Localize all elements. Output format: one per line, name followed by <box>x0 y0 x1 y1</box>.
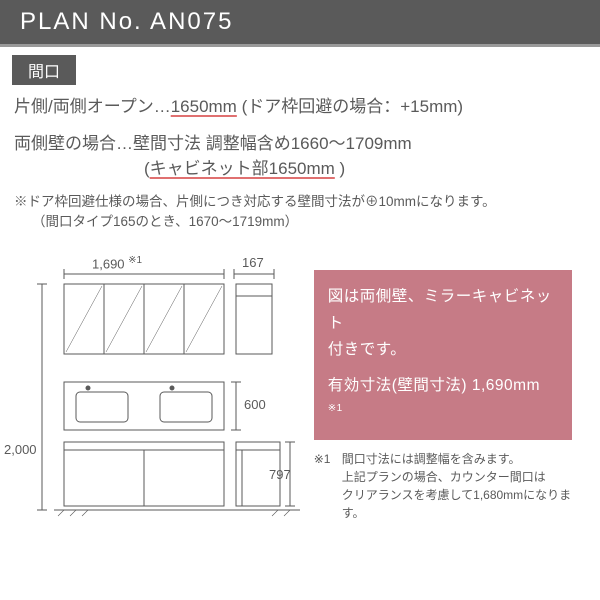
spec-line1-prefix: 片側/両側オープン… <box>14 97 171 116</box>
dim-depth-top: 167 <box>242 255 264 270</box>
footnote-l3: クリアランスを考慮して1,680mmになります。 <box>314 486 586 522</box>
pink-line3: 有効寸法(壁間寸法) 1,690mm ※1 <box>328 373 558 426</box>
footnote: ※1間口寸法には調整幅を含みます。 上記プランの場合、カウンター間口は クリアラ… <box>314 450 586 522</box>
diagram-svg <box>14 252 304 532</box>
pink-callout: 図は両側壁、ミラーキャビネット 付きです。 有効寸法(壁間寸法) 1,690mm… <box>314 270 572 440</box>
spec-line-bothwall: 両側壁の場合…壁間寸法 調整幅含め1660～1709mm (キャビネット部165… <box>14 131 586 182</box>
section-maguchi: 間口 <box>12 55 76 85</box>
spec-line2b-suffix: ) <box>335 159 345 178</box>
spec-note: ※ドア枠回避仕様の場合、片側につき対応する壁間寸法が⊕10mmになります。 （間… <box>14 192 586 233</box>
dim-height-total: 2,000 <box>4 442 37 457</box>
spec-content: 片側/両側オープン…1650mm (ドア枠回避の場合：+15mm) 両側壁の場合… <box>0 85 600 252</box>
spec-note-a: ※ドア枠回避仕様の場合、片側につき対応する壁間寸法が⊕10mmになります。 <box>14 192 586 212</box>
pink-line3-sup: ※1 <box>328 403 343 414</box>
pink-line1: 図は両側壁、ミラーキャビネット <box>328 284 558 337</box>
spec-line1-value: 1650mm <box>171 97 237 116</box>
spec-note-b: （間口タイプ165のとき、1670～1719mm） <box>14 212 586 232</box>
pink-line3-text: 有効寸法(壁間寸法) 1,690mm <box>328 377 540 394</box>
dim-width-top: 1,690 ※1 <box>92 255 142 271</box>
spec-line-open: 片側/両側オープン…1650mm (ドア枠回避の場合：+15mm) <box>14 95 586 119</box>
spec-line2a: 両側壁の場合…壁間寸法 調整幅含め1660～1709mm <box>14 131 586 157</box>
spec-line2b-value: キャビネット部1650mm <box>150 159 335 178</box>
pink-line2: 付きです。 <box>328 337 558 363</box>
dim-width-sup: ※1 <box>128 255 142 266</box>
footnote-mark: ※1 <box>314 450 342 468</box>
spec-line2b: (キャビネット部1650mm ) <box>14 156 586 182</box>
spec-line1-suffix: (ドア枠回避の場合：+15mm) <box>237 97 463 116</box>
plan-header: PLAN No. AN075 <box>0 0 600 47</box>
dim-depth-mid: 600 <box>244 397 266 412</box>
footnote-l2: 上記プランの場合、カウンター間口は <box>314 468 586 486</box>
right-column: 図は両側壁、ミラーキャビネット 付きです。 有効寸法(壁間寸法) 1,690mm… <box>314 252 586 532</box>
plan-title: PLAN No. AN075 <box>20 8 233 35</box>
dim-width-value: 1,690 <box>92 257 125 272</box>
footnote-l1: 間口寸法には調整幅を含みます。 <box>342 452 521 466</box>
technical-diagram: 1,690 ※1 167 600 2,000 797 <box>14 252 296 532</box>
dim-height-lower: 797 <box>269 467 291 482</box>
lower-row: 1,690 ※1 167 600 2,000 797 図は両側壁、ミラーキャビネ… <box>0 252 600 532</box>
section-label-text: 間口 <box>28 64 60 81</box>
footnote-row1: ※1間口寸法には調整幅を含みます。 <box>314 450 586 468</box>
